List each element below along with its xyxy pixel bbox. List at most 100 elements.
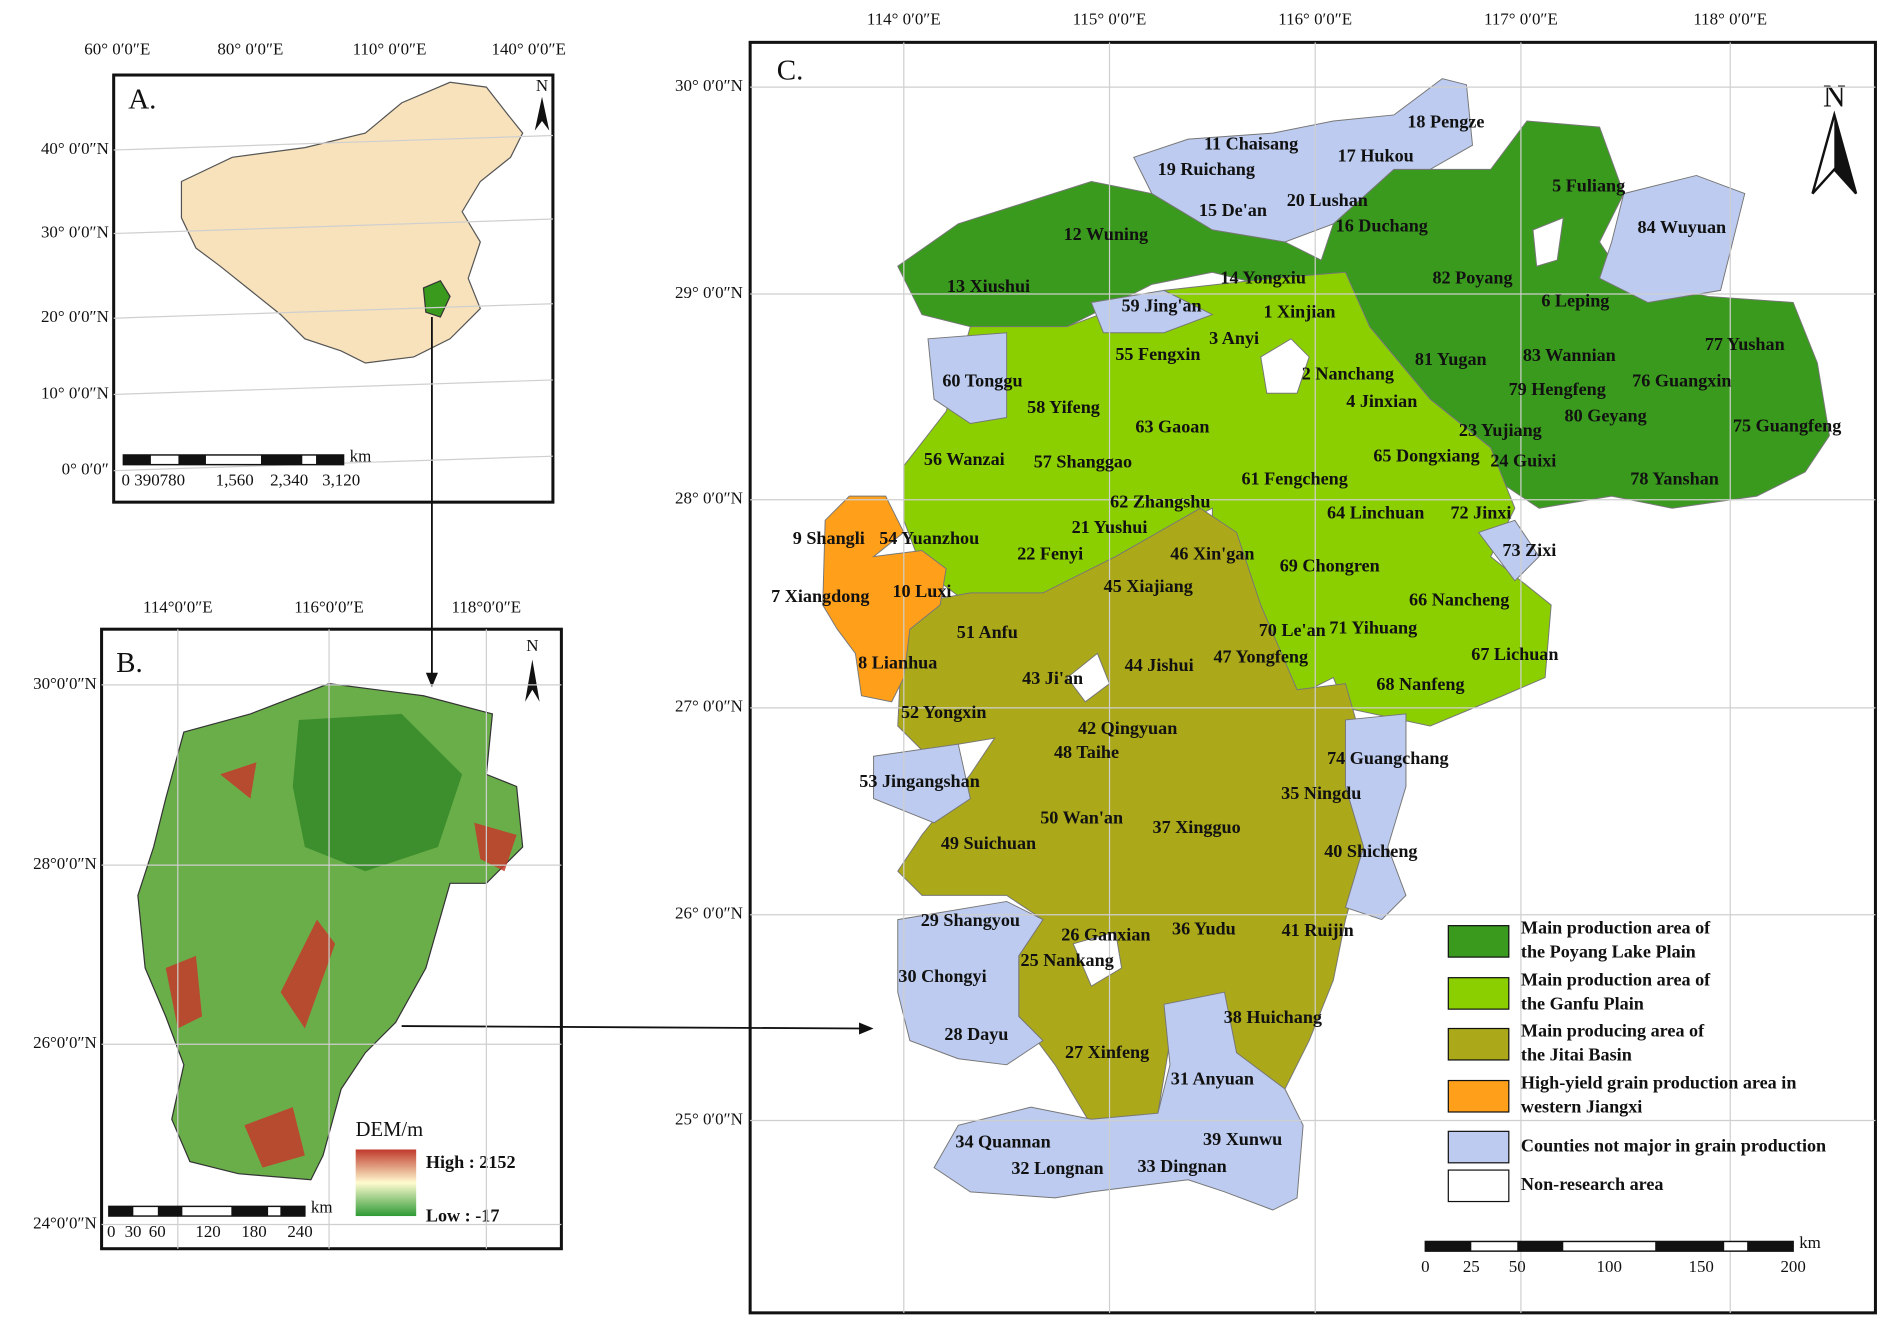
lat-label: 30° 0′0″N bbox=[675, 76, 743, 95]
county-label: 35 Ningdu bbox=[1281, 783, 1361, 803]
scale-bar bbox=[316, 454, 344, 465]
region bbox=[1532, 217, 1564, 267]
county-label: 78 Yanshan bbox=[1630, 469, 1719, 489]
county-label: 73 Zixi bbox=[1502, 540, 1556, 560]
scale-bar bbox=[122, 454, 345, 466]
legend-label: High-yield grain production area in bbox=[1521, 1072, 1797, 1092]
county-label: 63 Gaoan bbox=[1135, 417, 1209, 437]
county-label: 24 Guixi bbox=[1490, 450, 1556, 470]
region bbox=[1260, 338, 1310, 394]
lat-label: 20° 0′0″N bbox=[41, 307, 109, 326]
scale-label: 100 bbox=[1597, 1257, 1622, 1276]
scale-bar bbox=[123, 454, 151, 465]
county-label: 80 Geyang bbox=[1565, 406, 1647, 426]
region bbox=[1477, 519, 1540, 582]
county-label: 58 Yifeng bbox=[1027, 397, 1100, 417]
county-label: 65 Dongxiang bbox=[1373, 446, 1479, 466]
county-label: 53 Jingangshan bbox=[859, 771, 979, 791]
county-label: 28 Dayu bbox=[944, 1024, 1008, 1044]
county-label: 71 Yihuang bbox=[1329, 617, 1417, 637]
county-label: 18 Pengze bbox=[1407, 112, 1484, 132]
lon-label: 114°0′0″E bbox=[143, 598, 213, 617]
region bbox=[1344, 713, 1407, 921]
lat-label: 24°0′0″N bbox=[33, 1213, 97, 1232]
county-label: 51 Anfu bbox=[957, 622, 1018, 642]
county-label: 47 Yongfeng bbox=[1213, 646, 1308, 666]
scale-unit: km bbox=[311, 1198, 333, 1217]
county-label: 60 Tonggu bbox=[942, 371, 1022, 391]
county-label: 14 Yongxiu bbox=[1220, 268, 1306, 288]
lat-label: 10° 0′0″N bbox=[41, 383, 109, 402]
county-label: 2 Nanchang bbox=[1302, 363, 1394, 383]
scale-unit: km bbox=[350, 446, 372, 465]
region bbox=[927, 332, 1008, 425]
county-label: 50 Wan'an bbox=[1040, 807, 1123, 827]
county-label: 70 Le'an bbox=[1259, 620, 1326, 640]
lat-label: 25° 0′0″N bbox=[675, 1109, 743, 1128]
county-label: 81 Yugan bbox=[1415, 349, 1487, 369]
scale-label: 200 bbox=[1780, 1257, 1805, 1276]
scale-bar bbox=[157, 1206, 183, 1217]
legend-label: Main producing area of bbox=[1521, 1020, 1705, 1040]
region bbox=[873, 743, 971, 824]
scale-bar bbox=[1517, 1241, 1564, 1252]
lon-label: 117° 0′0″E bbox=[1484, 9, 1558, 28]
grid-line bbox=[113, 379, 553, 396]
county-label: 46 Xin'gan bbox=[1170, 544, 1254, 564]
county-label: 27 Xinfeng bbox=[1065, 1042, 1149, 1062]
connector-arrow bbox=[401, 1025, 864, 1030]
legend-label: Counties not major in grain production bbox=[1521, 1135, 1826, 1155]
lat-label: 28°0′0″N bbox=[33, 854, 97, 873]
scale-bar bbox=[178, 454, 206, 465]
county-label: 57 Shanggao bbox=[1034, 452, 1132, 472]
grid-line bbox=[113, 303, 553, 319]
scale-label: 3,120 bbox=[322, 470, 360, 489]
region bbox=[1133, 78, 1474, 243]
north-label: N bbox=[526, 636, 538, 655]
scale-label: 50 bbox=[1509, 1257, 1526, 1276]
county-label: 31 Anyuan bbox=[1171, 1069, 1254, 1089]
county-label: 6 Leping bbox=[1541, 291, 1609, 311]
legend-label: the Ganfu Plain bbox=[1521, 994, 1644, 1014]
panel-label: A. bbox=[128, 83, 156, 115]
county-label: 56 Wanzai bbox=[924, 449, 1005, 469]
county-label: 48 Taihe bbox=[1054, 742, 1119, 762]
county-label: 43 Ji'an bbox=[1022, 668, 1083, 688]
lon-label: 118°0′0″E bbox=[452, 598, 522, 617]
panel-label: C. bbox=[777, 54, 804, 86]
north-label: N bbox=[1823, 78, 1846, 113]
scale-label: 390780 bbox=[134, 470, 185, 489]
county-label: 45 Xiajiang bbox=[1104, 576, 1193, 596]
north-arrow bbox=[534, 96, 550, 131]
dem-low: Low : -17 bbox=[426, 1205, 500, 1225]
county-label: 61 Fengcheng bbox=[1241, 469, 1347, 489]
county-label: 84 Wuyuan bbox=[1638, 217, 1727, 237]
lon-label: 116° 0′0″E bbox=[1278, 9, 1352, 28]
county-label: 20 Lushan bbox=[1287, 190, 1368, 210]
legend-swatch bbox=[1447, 925, 1510, 958]
county-label: 55 Fengxin bbox=[1115, 344, 1200, 364]
scale-bar bbox=[1655, 1241, 1725, 1252]
region bbox=[822, 495, 947, 703]
arrow-head bbox=[425, 672, 438, 688]
scale-bar bbox=[1747, 1241, 1794, 1252]
county-label: 3 Anyi bbox=[1209, 328, 1259, 348]
county-label: 41 Ruijin bbox=[1282, 920, 1354, 940]
county-label: 36 Yudu bbox=[1172, 919, 1236, 939]
county-label: 8 Lianhua bbox=[858, 652, 937, 672]
grid-line bbox=[113, 218, 553, 235]
county-label: 4 Jinxian bbox=[1346, 391, 1417, 411]
scale-bar bbox=[108, 1206, 134, 1217]
county-label: 69 Chongren bbox=[1280, 556, 1380, 576]
dem-title: DEM/m bbox=[356, 1119, 423, 1141]
county-label: 32 Longnan bbox=[1011, 1158, 1103, 1178]
lat-label: 26° 0′0″N bbox=[675, 904, 743, 923]
county-label: 13 Xiushui bbox=[947, 276, 1030, 296]
county-label: 9 Shangli bbox=[793, 528, 865, 548]
grid-line bbox=[113, 134, 553, 151]
lat-label: 28° 0′0″N bbox=[675, 489, 743, 508]
scale-bar bbox=[1424, 1240, 1794, 1252]
county-label: 40 Shicheng bbox=[1324, 841, 1417, 861]
